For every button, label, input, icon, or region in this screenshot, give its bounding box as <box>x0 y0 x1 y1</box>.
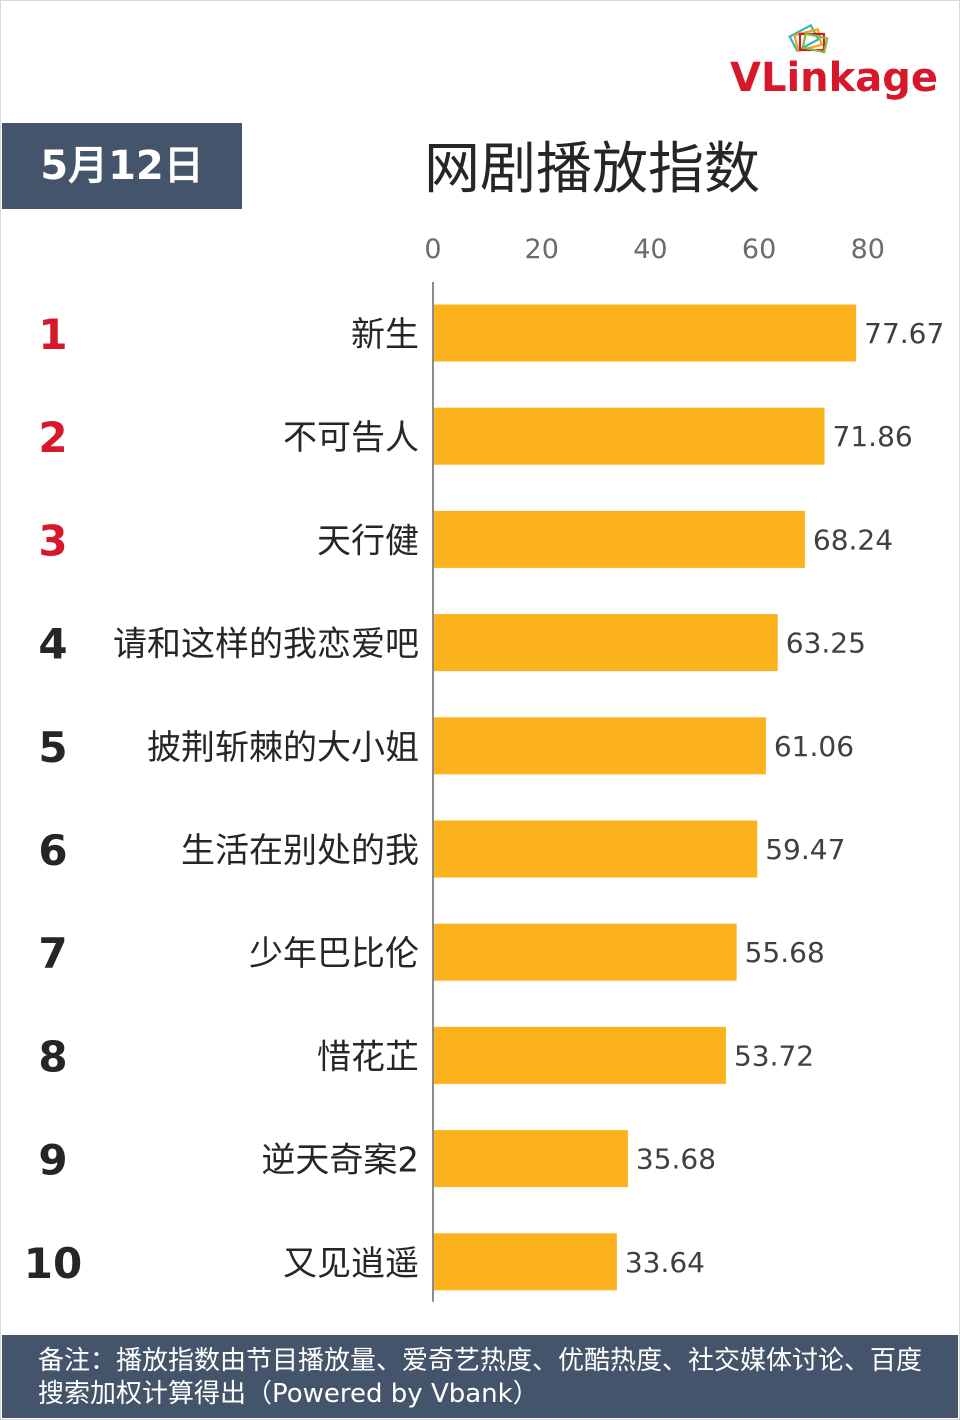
data-label: 77.67 <box>864 317 944 350</box>
data-label: 33.64 <box>625 1246 705 1279</box>
category-label: 不可告人 <box>283 418 419 458</box>
category-label: 新生 <box>351 315 419 355</box>
category-label: 逆天奇案2 <box>261 1141 419 1181</box>
bar <box>434 820 758 878</box>
bar <box>434 1130 628 1188</box>
data-label: 68.24 <box>813 523 893 556</box>
category-label: 又见逍遥 <box>283 1244 419 1284</box>
bar <box>434 407 825 465</box>
bar <box>434 923 737 981</box>
bar <box>434 1233 617 1291</box>
brand-name: VLinkage <box>730 55 938 101</box>
rank-number: 10 <box>24 1239 82 1288</box>
brand-logo: VLinkage <box>728 20 953 102</box>
chart-title: 网剧播放指数 <box>424 137 760 202</box>
rank-number: 2 <box>38 413 67 462</box>
rank-number: 3 <box>38 516 67 565</box>
category-label: 惜花芷 <box>317 1037 419 1077</box>
data-label: 59.47 <box>765 833 845 866</box>
footnote: 备注：播放指数由节目播放量、爱奇艺热度、优酷热度、社交媒体讨论、百度搜索加权计算… <box>2 1335 958 1418</box>
logo-cards-icon <box>788 23 829 54</box>
data-label: 71.86 <box>833 420 913 453</box>
x-tick-label: 0 <box>424 234 441 265</box>
bar <box>434 1026 726 1084</box>
rank-number: 4 <box>38 620 67 669</box>
category-label: 生活在别处的我 <box>181 831 419 871</box>
bar <box>434 717 766 775</box>
x-tick-label: 60 <box>742 234 776 265</box>
data-label: 61.06 <box>774 730 854 763</box>
data-label: 53.72 <box>734 1039 814 1072</box>
rank-number: 1 <box>38 310 67 359</box>
bar-chart: 0 20 40 60 80 77.67 新生 1 71.86 不可告人 2 68.24 天行健 3 63.2… <box>24 234 944 1302</box>
category-label: 少年巴比伦 <box>249 934 419 974</box>
data-label: 63.25 <box>786 627 866 660</box>
date-badge: 5月12日 <box>2 123 242 209</box>
x-tick-label: 40 <box>633 234 667 265</box>
rank-number: 8 <box>38 1032 67 1081</box>
bar <box>434 304 857 362</box>
rank-number: 5 <box>38 723 67 772</box>
rank-number: 6 <box>38 826 67 875</box>
bar <box>434 614 778 672</box>
data-label: 55.68 <box>745 936 825 969</box>
category-label: 天行健 <box>317 521 419 561</box>
x-tick-label: 80 <box>851 234 885 265</box>
data-label: 35.68 <box>636 1143 716 1176</box>
x-tick-label: 20 <box>525 234 559 265</box>
category-label: 请和这样的我恋爱吧 <box>113 625 419 665</box>
category-label: 披荆斩棘的大小姐 <box>147 728 419 768</box>
rank-number: 7 <box>38 929 67 978</box>
bar <box>434 510 805 568</box>
rank-number: 9 <box>38 1136 67 1185</box>
